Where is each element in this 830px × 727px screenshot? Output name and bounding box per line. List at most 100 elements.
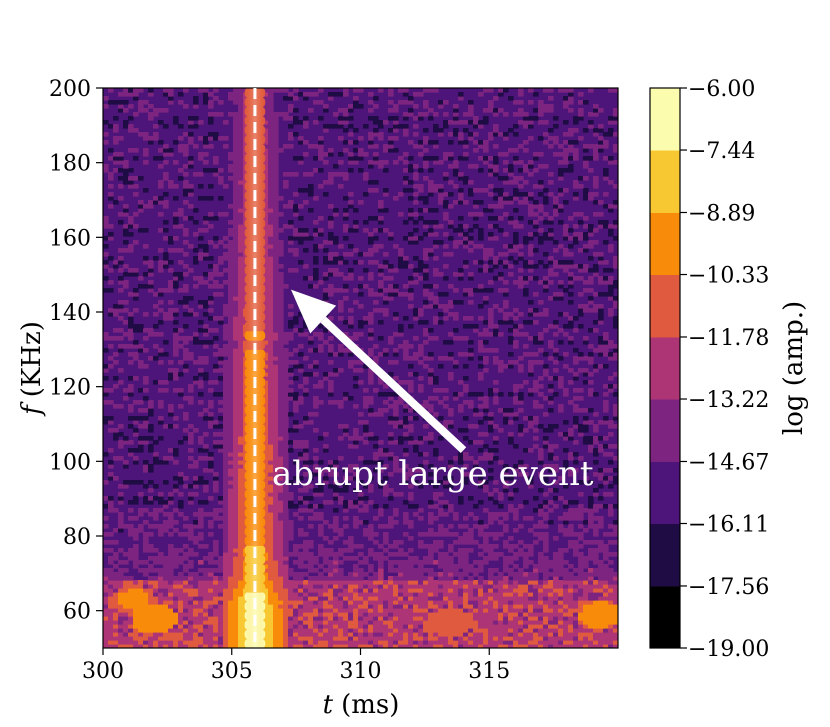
heatmap-cell: [333, 572, 339, 577]
heatmap-cell: [548, 324, 554, 329]
heatmap-cell: [593, 440, 599, 445]
heatmap-cell: [553, 592, 559, 597]
heatmap-cell: [508, 492, 514, 497]
heatmap-cell: [493, 620, 499, 625]
heatmap-cell: [188, 632, 194, 637]
heatmap-cell: [128, 352, 134, 357]
heatmap-cell: [268, 424, 274, 429]
heatmap-cell: [333, 464, 339, 469]
heatmap-cell: [603, 408, 609, 413]
heatmap-cell: [403, 348, 409, 353]
heatmap-cell: [153, 584, 159, 589]
heatmap-cell: [223, 484, 229, 489]
heatmap-cell: [133, 560, 139, 565]
heatmap-cell: [453, 456, 459, 461]
heatmap-cell: [613, 416, 618, 421]
heatmap-cell: [488, 460, 494, 465]
heatmap-cell: [113, 632, 119, 637]
heatmap-cell: [183, 584, 189, 589]
heatmap-cell: [488, 452, 494, 457]
heatmap-cell: [183, 340, 189, 345]
heatmap-cell: [508, 584, 514, 589]
heatmap-cell: [513, 572, 519, 577]
heatmap-cell: [108, 640, 114, 645]
heatmap-cell: [533, 568, 539, 573]
heatmap-cell: [448, 508, 454, 513]
heatmap-cell: [268, 500, 274, 505]
heatmap-cell: [238, 500, 244, 505]
heatmap-cell: [133, 420, 139, 425]
heatmap-cell: [528, 576, 534, 581]
heatmap-cell: [578, 324, 584, 329]
heatmap-cell: [448, 632, 454, 637]
heatmap-cell: [493, 356, 499, 361]
heatmap-cell: [473, 620, 479, 625]
heatmap-cell: [558, 560, 564, 565]
heatmap-cell: [263, 508, 269, 513]
heatmap-cell: [438, 600, 444, 605]
heatmap-cell: [448, 424, 454, 429]
heatmap-cell: [128, 336, 134, 341]
heatmap-cell: [568, 428, 574, 433]
heatmap-cell: [368, 640, 374, 645]
heatmap-cell: [598, 516, 604, 521]
heatmap-cell: [568, 600, 574, 605]
heatmap-cell: [233, 620, 239, 625]
heatmap-cell: [428, 368, 434, 373]
heatmap-cell: [373, 632, 379, 637]
heatmap-cell: [523, 576, 529, 581]
heatmap-cell: [173, 588, 179, 593]
heatmap-cell: [133, 400, 139, 405]
heatmap-cell: [513, 644, 519, 648]
heatmap-cell: [543, 628, 549, 633]
heatmap-cell: [378, 448, 384, 453]
heatmap-cell: [168, 372, 174, 377]
heatmap-cell: [578, 536, 584, 541]
heatmap-cell: [393, 584, 399, 589]
heatmap-cell: [383, 628, 389, 633]
heatmap-cell: [108, 588, 114, 593]
heatmap-cell: [158, 528, 164, 533]
heatmap-cell: [168, 624, 174, 629]
heatmap-cell: [468, 568, 474, 573]
heatmap-cell: [433, 316, 439, 321]
heatmap-cell: [173, 340, 179, 345]
heatmap-cell: [368, 524, 374, 529]
heatmap-cell: [188, 432, 194, 437]
heatmap-cell: [288, 448, 294, 453]
heatmap-cell: [368, 620, 374, 625]
heatmap-cell: [103, 524, 109, 529]
heatmap-cell: [383, 384, 389, 389]
heatmap-cell: [208, 644, 214, 648]
heatmap-cell: [198, 320, 204, 325]
heatmap-cell: [493, 396, 499, 401]
heatmap-cell: [213, 568, 219, 573]
heatmap-cell: [468, 612, 474, 617]
heatmap-cell: [608, 352, 614, 357]
heatmap-cell: [353, 608, 359, 613]
heatmap-cell: [288, 524, 294, 529]
heatmap-cell: [108, 584, 114, 589]
heatmap-cell: [403, 596, 409, 601]
heatmap-cell: [418, 388, 424, 393]
heatmap-cell: [538, 472, 544, 477]
heatmap-cell: [453, 624, 459, 629]
heatmap-cell: [563, 460, 569, 465]
heatmap-cell: [378, 584, 384, 589]
heatmap-cell: [573, 316, 579, 321]
heatmap-cell: [468, 644, 474, 648]
heatmap-cell: [288, 368, 294, 373]
heatmap-cell: [593, 604, 599, 609]
heatmap-cell: [283, 616, 289, 621]
heatmap-cell: [508, 620, 514, 625]
heatmap-cell: [363, 496, 369, 501]
heatmap-cell: [313, 404, 319, 409]
heatmap-cell: [588, 596, 594, 601]
heatmap-cell: [603, 596, 609, 601]
heatmap-cell: [588, 616, 594, 621]
heatmap-cell: [503, 488, 509, 493]
heatmap-cell: [133, 600, 139, 605]
heatmap-cell: [143, 496, 149, 501]
heatmap-cell: [478, 580, 484, 585]
heatmap-cell: [543, 368, 549, 373]
